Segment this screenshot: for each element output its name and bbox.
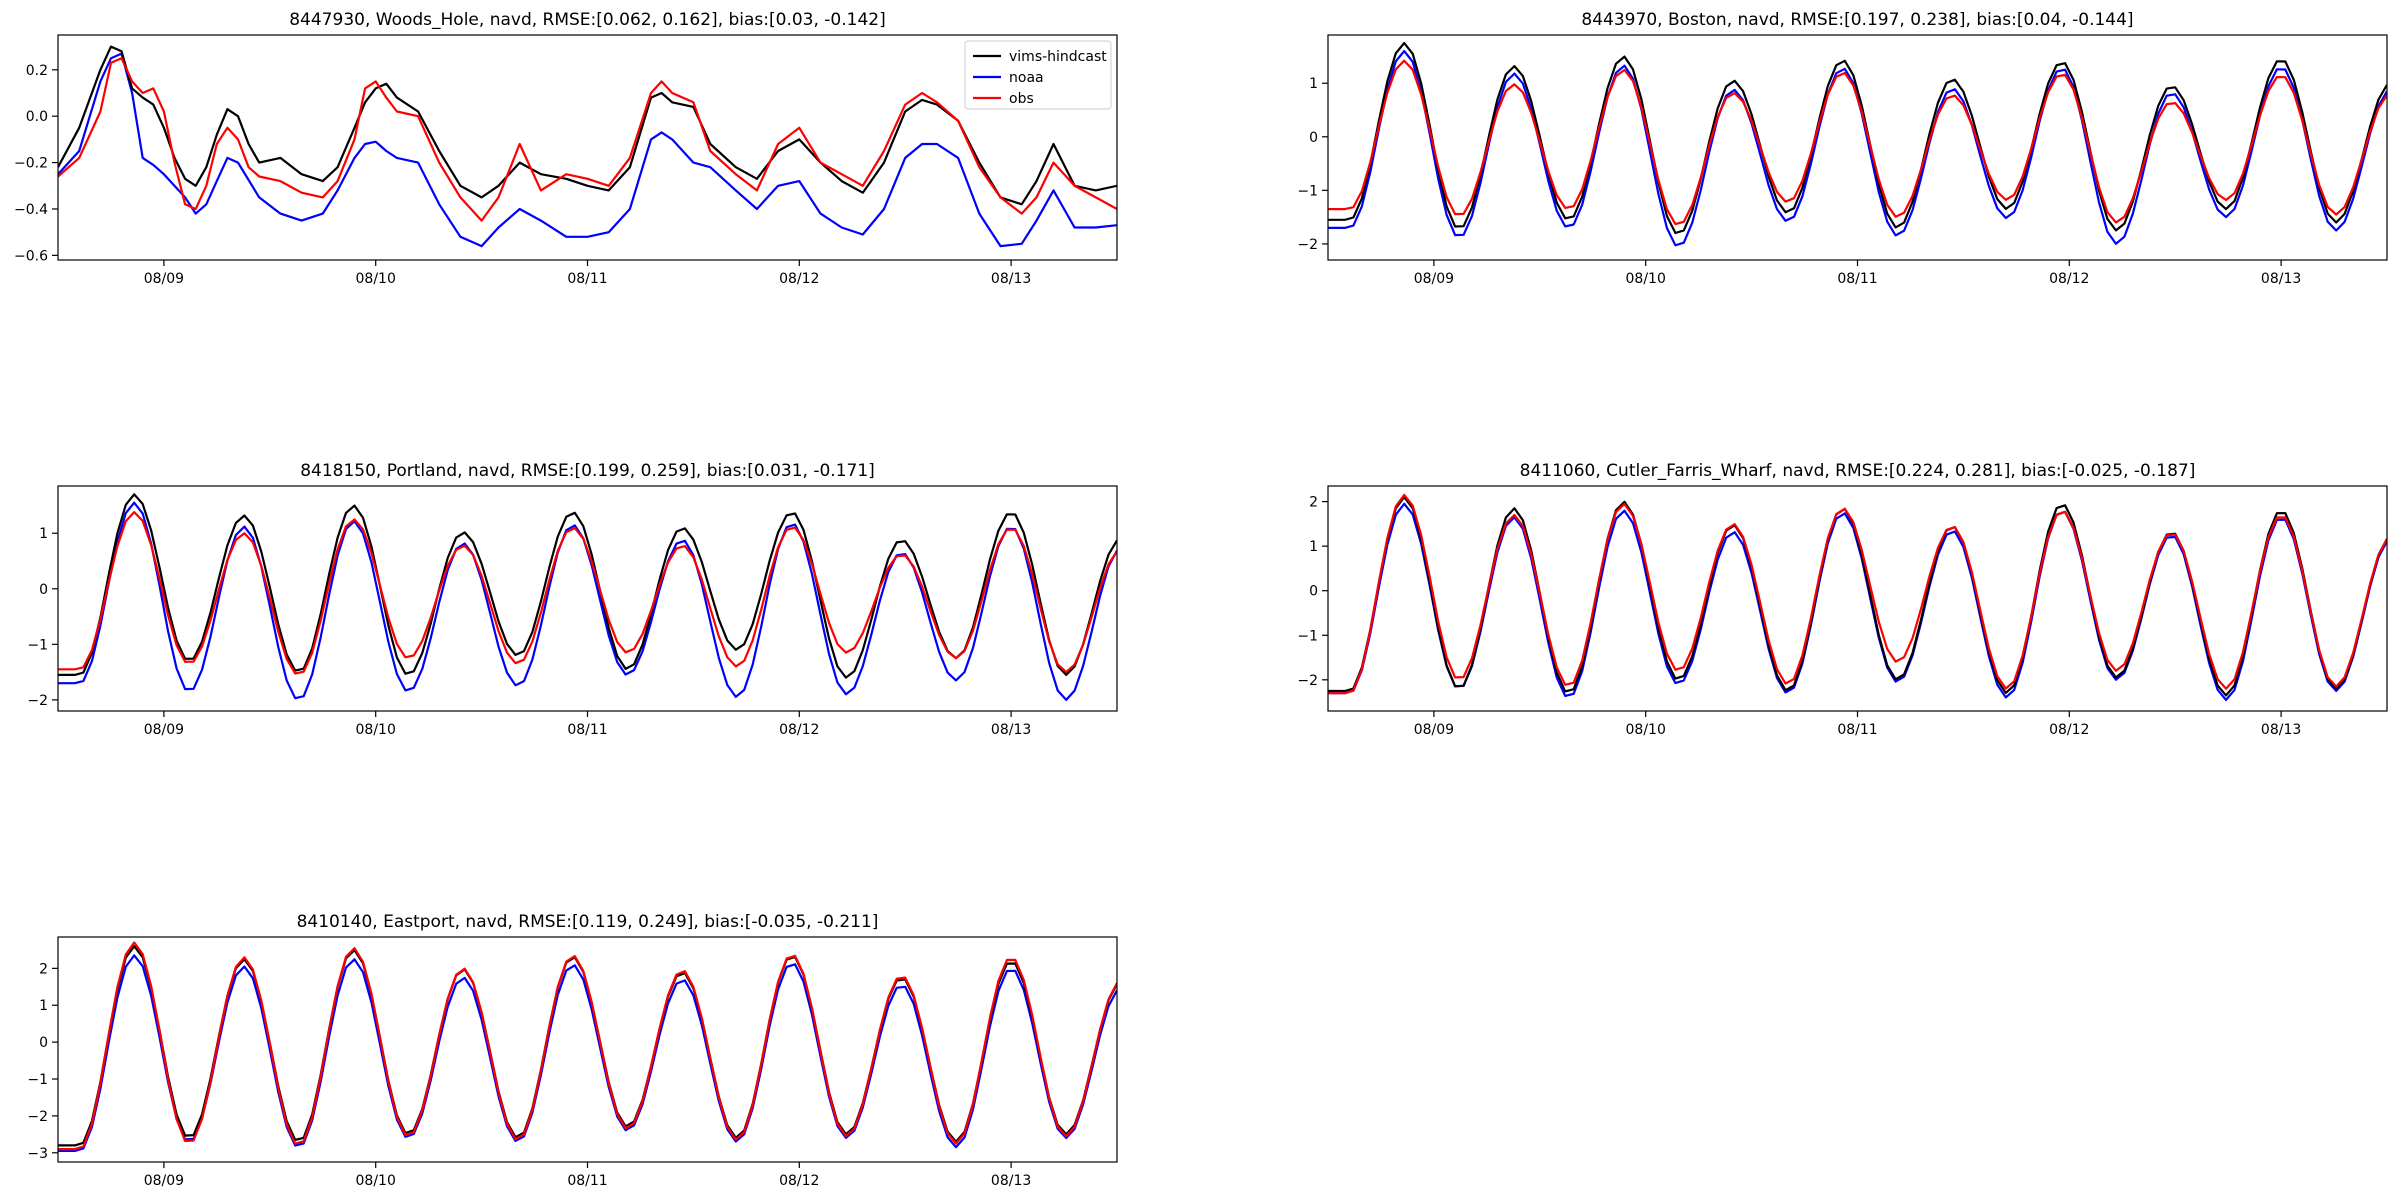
x-tick-label: 08/13 <box>991 271 1031 287</box>
plot-area <box>58 493 1117 701</box>
x-tick-label: 08/09 <box>144 271 184 287</box>
x-tick-label: 08/13 <box>991 722 1031 738</box>
y-tick-label: −0.4 <box>14 202 48 218</box>
y-tick-label: 0 <box>1309 584 1318 600</box>
chart-panel-2: 8443970, Boston, navd, RMSE:[0.197, 0.23… <box>1297 10 2388 287</box>
x-tick-label: 08/10 <box>1626 722 1666 738</box>
y-tick-label: 2 <box>39 961 48 977</box>
series-line-noaa <box>58 501 1117 701</box>
x-tick-label: 08/13 <box>2261 271 2301 287</box>
x-tick-label: 08/12 <box>779 722 819 738</box>
chart-title: 8411060, Cutler_Farris_Wharf, navd, RMSE… <box>1520 461 2196 481</box>
y-tick-label: 1 <box>39 526 48 542</box>
chart-title: 8443970, Boston, navd, RMSE:[0.197, 0.23… <box>1581 10 2133 30</box>
x-tick-label: 08/10 <box>356 1173 396 1189</box>
y-tick-label: 1 <box>1309 539 1318 555</box>
y-tick-label: −0.6 <box>14 248 48 264</box>
series-line-vims-hindcast <box>1328 41 2387 235</box>
legend-label-obs: obs <box>1009 91 1034 107</box>
series-line-obs <box>1328 59 2387 226</box>
series-line-obs <box>58 941 1117 1151</box>
y-tick-label: −2 <box>1297 237 1318 253</box>
y-tick-label: −2 <box>1297 673 1318 689</box>
y-tick-label: −1 <box>27 1072 48 1088</box>
series-line-noaa <box>58 954 1117 1152</box>
plot-area <box>58 45 1117 248</box>
y-tick-label: 1 <box>1309 76 1318 92</box>
x-tick-label: 08/11 <box>567 271 607 287</box>
series-line-vims-hindcast <box>58 45 1117 206</box>
x-tick-label: 08/11 <box>1837 722 1877 738</box>
x-tick-label: 08/12 <box>2049 271 2089 287</box>
chart-title: 8410140, Eastport, navd, RMSE:[0.119, 0.… <box>297 912 879 932</box>
series-line-noaa <box>58 52 1117 248</box>
chart-title: 8447930, Woods_Hole, navd, RMSE:[0.062, … <box>289 10 886 30</box>
chart-panel-5: 8410140, Eastport, navd, RMSE:[0.119, 0.… <box>27 912 1118 1189</box>
y-tick-label: −1 <box>1297 628 1318 644</box>
x-tick-label: 08/10 <box>356 271 396 287</box>
legend: vims-hindcast noaa obs <box>964 40 1112 110</box>
x-tick-label: 08/12 <box>2049 722 2089 738</box>
plot-area <box>58 941 1117 1152</box>
chart-panel-3: 8418150, Portland, navd, RMSE:[0.199, 0.… <box>27 461 1118 738</box>
y-tick-label: −1 <box>27 637 48 653</box>
y-tick-label: 0 <box>39 1035 48 1051</box>
plot-area <box>1328 493 2387 701</box>
plot-area <box>1328 41 2387 247</box>
x-tick-label: 08/11 <box>1837 271 1877 287</box>
x-tick-label: 08/13 <box>991 1173 1031 1189</box>
x-tick-label: 08/11 <box>567 722 607 738</box>
x-tick-label: 08/09 <box>144 1173 184 1189</box>
x-tick-label: 08/12 <box>779 1173 819 1189</box>
y-tick-label: −3 <box>27 1146 48 1162</box>
legend-label-vims-hindcast: vims-hindcast <box>1009 49 1107 65</box>
x-tick-label: 08/09 <box>1414 271 1454 287</box>
legend-box <box>964 40 1112 110</box>
y-tick-label: 0 <box>1309 130 1318 146</box>
x-tick-label: 08/10 <box>356 722 396 738</box>
y-tick-label: −2 <box>27 693 48 709</box>
x-tick-label: 08/12 <box>779 271 819 287</box>
y-tick-label: 0 <box>39 582 48 598</box>
x-tick-label: 08/09 <box>1414 722 1454 738</box>
y-tick-label: 1 <box>39 998 48 1014</box>
series-line-obs <box>58 57 1117 222</box>
x-tick-label: 08/10 <box>1626 271 1666 287</box>
series-line-vims-hindcast <box>58 493 1117 679</box>
y-tick-label: 2 <box>1309 495 1318 511</box>
y-tick-label: 0.2 <box>26 63 48 79</box>
series-line-obs <box>58 511 1117 675</box>
y-tick-label: −1 <box>1297 183 1318 199</box>
x-tick-label: 08/09 <box>144 722 184 738</box>
chart-title: 8418150, Portland, navd, RMSE:[0.199, 0.… <box>300 461 875 481</box>
series-line-obs <box>1328 493 2387 695</box>
legend-label-noaa: noaa <box>1009 70 1044 86</box>
chart-panel-4: 8411060, Cutler_Farris_Wharf, navd, RMSE… <box>1297 461 2388 738</box>
y-tick-label: −0.2 <box>14 156 48 172</box>
x-tick-label: 08/13 <box>2261 722 2301 738</box>
chart-panel-1: 8447930, Woods_Hole, navd, RMSE:[0.062, … <box>14 10 1118 287</box>
y-tick-label: −2 <box>27 1109 48 1125</box>
y-tick-label: 0.0 <box>26 109 48 125</box>
x-tick-label: 08/11 <box>567 1173 607 1189</box>
